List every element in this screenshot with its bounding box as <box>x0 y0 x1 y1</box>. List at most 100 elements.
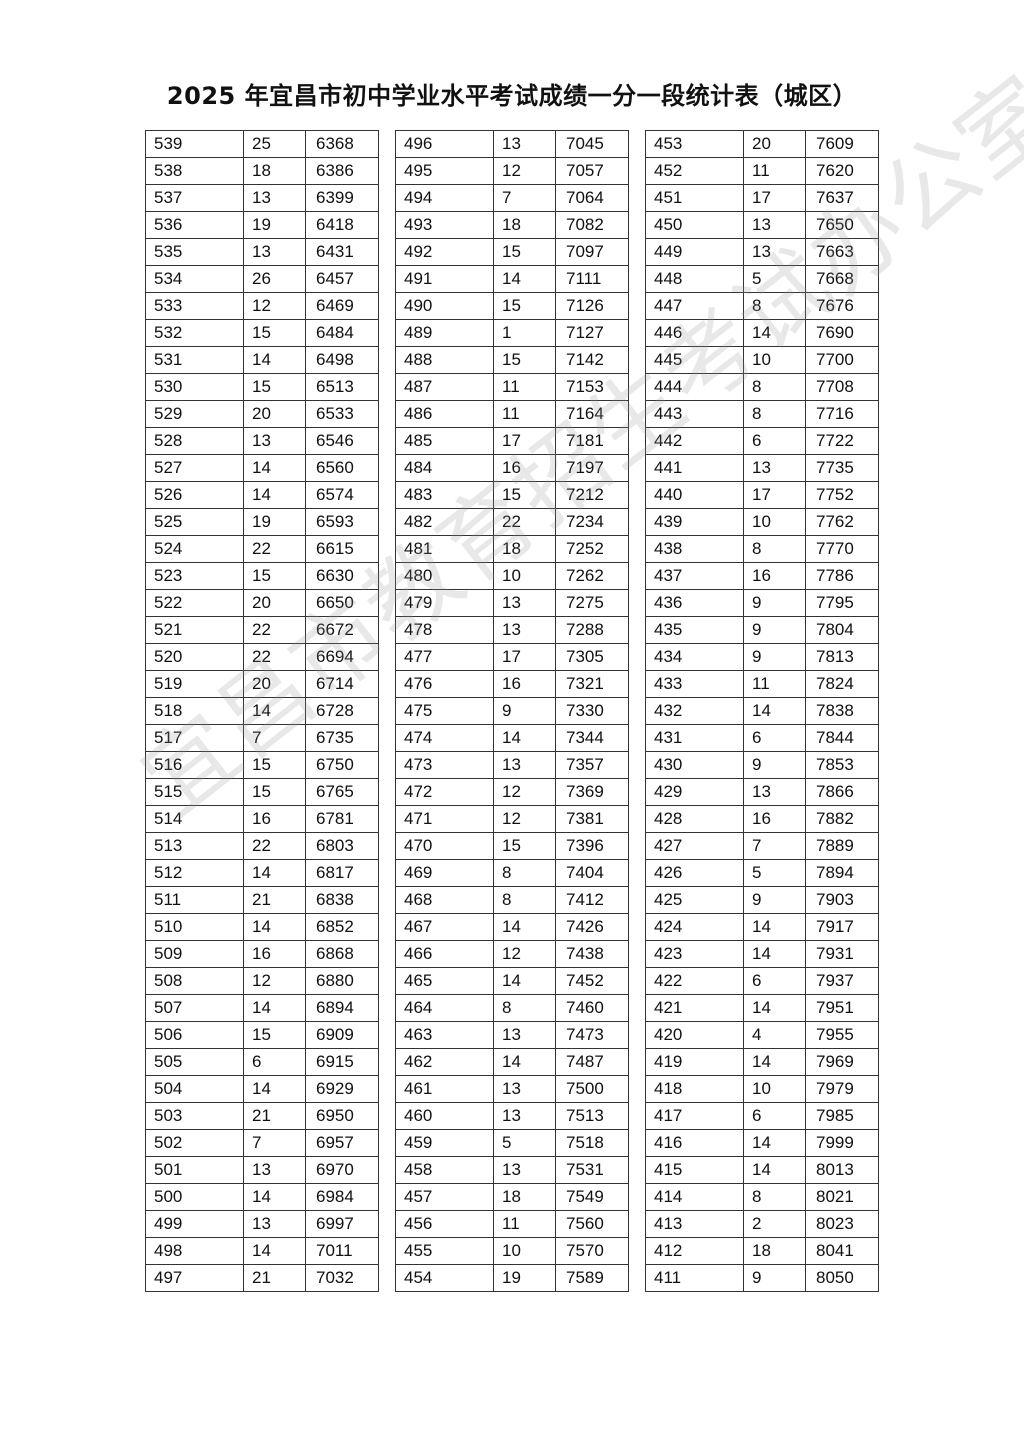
cumulative-cell: 7513 <box>555 1102 629 1130</box>
cumulative-cell: 8023 <box>805 1210 879 1238</box>
cumulative-cell: 7985 <box>805 1102 879 1130</box>
score-cell: 515 <box>145 778 244 806</box>
cumulative-cell: 6368 <box>305 130 379 158</box>
table-row: 430 9 7853 <box>645 751 879 779</box>
table-row: 529 20 6533 <box>145 400 379 428</box>
table-row: 459 5 7518 <box>395 1129 629 1157</box>
table-row: 531 14 6498 <box>145 346 379 374</box>
count-cell: 16 <box>243 805 306 833</box>
table-row: 444 8 7708 <box>645 373 879 401</box>
count-cell: 12 <box>243 292 306 320</box>
table-row: 526 14 6574 <box>145 481 379 509</box>
count-cell: 15 <box>493 832 556 860</box>
cumulative-cell: 6672 <box>305 616 379 644</box>
count-cell: 13 <box>493 1156 556 1184</box>
score-cell: 519 <box>145 670 244 698</box>
count-cell: 25 <box>243 130 306 158</box>
table-row: 476 16 7321 <box>395 670 629 698</box>
count-cell: 8 <box>743 373 806 401</box>
cumulative-cell: 6838 <box>305 886 379 914</box>
count-cell: 11 <box>493 1210 556 1238</box>
table-row: 516 15 6750 <box>145 751 379 779</box>
score-cell: 504 <box>145 1075 244 1103</box>
score-cell: 531 <box>145 346 244 374</box>
count-cell: 13 <box>493 1021 556 1049</box>
count-cell: 18 <box>743 1237 806 1265</box>
count-cell: 22 <box>493 508 556 536</box>
cumulative-cell: 6817 <box>305 859 379 887</box>
score-cell: 482 <box>395 508 494 536</box>
score-cell: 486 <box>395 400 494 428</box>
cumulative-cell: 7212 <box>555 481 629 509</box>
cumulative-cell: 7663 <box>805 238 879 266</box>
cumulative-cell: 7153 <box>555 373 629 401</box>
count-cell: 15 <box>243 778 306 806</box>
count-cell: 16 <box>493 454 556 482</box>
table-row: 524 22 6615 <box>145 535 379 563</box>
score-cell: 523 <box>145 562 244 590</box>
cumulative-cell: 6781 <box>305 805 379 833</box>
cumulative-cell: 6513 <box>305 373 379 401</box>
table-row: 509 16 6868 <box>145 940 379 968</box>
count-cell: 5 <box>743 265 806 293</box>
score-cell: 518 <box>145 697 244 725</box>
cumulative-cell: 7011 <box>305 1237 379 1265</box>
table-row: 478 13 7288 <box>395 616 629 644</box>
cumulative-cell: 8021 <box>805 1183 879 1211</box>
score-cell: 487 <box>395 373 494 401</box>
score-cell: 499 <box>145 1210 244 1238</box>
table-row: 425 9 7903 <box>645 886 879 914</box>
cumulative-cell: 6852 <box>305 913 379 941</box>
table-row: 498 14 7011 <box>145 1237 379 1265</box>
score-cell: 491 <box>395 265 494 293</box>
cumulative-cell: 7979 <box>805 1075 879 1103</box>
count-cell: 13 <box>243 1210 306 1238</box>
cumulative-cell: 7518 <box>555 1129 629 1157</box>
count-cell: 7 <box>743 832 806 860</box>
count-cell: 17 <box>743 481 806 509</box>
cumulative-cell: 7321 <box>555 670 629 698</box>
count-cell: 19 <box>243 211 306 239</box>
cumulative-cell: 7668 <box>805 265 879 293</box>
score-cell: 535 <box>145 238 244 266</box>
score-cell: 459 <box>395 1129 494 1157</box>
table-row: 414 8 8021 <box>645 1183 879 1211</box>
score-cell: 516 <box>145 751 244 779</box>
table-row: 508 12 6880 <box>145 967 379 995</box>
table-row: 471 12 7381 <box>395 805 629 833</box>
table-row: 446 14 7690 <box>645 319 879 347</box>
score-cell: 530 <box>145 373 244 401</box>
count-cell: 14 <box>743 319 806 347</box>
table-row: 534 26 6457 <box>145 265 379 293</box>
table-row: 437 16 7786 <box>645 562 879 590</box>
score-cell: 484 <box>395 454 494 482</box>
count-cell: 15 <box>243 1021 306 1049</box>
table-row: 465 14 7452 <box>395 967 629 995</box>
table-row: 435 9 7804 <box>645 616 879 644</box>
score-cell: 468 <box>395 886 494 914</box>
table-row: 453 20 7609 <box>645 130 879 158</box>
table-row: 424 14 7917 <box>645 913 879 941</box>
table-row: 455 10 7570 <box>395 1237 629 1265</box>
count-cell: 13 <box>243 427 306 455</box>
score-cell: 467 <box>395 913 494 941</box>
table-row: 539 25 6368 <box>145 130 379 158</box>
count-cell: 11 <box>493 400 556 428</box>
count-cell: 9 <box>743 589 806 617</box>
table-row: 415 14 8013 <box>645 1156 879 1184</box>
table-row: 514 16 6781 <box>145 805 379 833</box>
count-cell: 15 <box>243 319 306 347</box>
table-row: 440 17 7752 <box>645 481 879 509</box>
table-row: 426 5 7894 <box>645 859 879 887</box>
cumulative-cell: 7824 <box>805 670 879 698</box>
cumulative-cell: 6457 <box>305 265 379 293</box>
cumulative-cell: 6728 <box>305 697 379 725</box>
cumulative-cell: 6484 <box>305 319 379 347</box>
cumulative-cell: 7917 <box>805 913 879 941</box>
table-row: 523 15 6630 <box>145 562 379 590</box>
score-cell: 449 <box>645 238 744 266</box>
count-cell: 9 <box>743 616 806 644</box>
table-row: 432 14 7838 <box>645 697 879 725</box>
cumulative-cell: 7412 <box>555 886 629 914</box>
score-cell: 500 <box>145 1183 244 1211</box>
